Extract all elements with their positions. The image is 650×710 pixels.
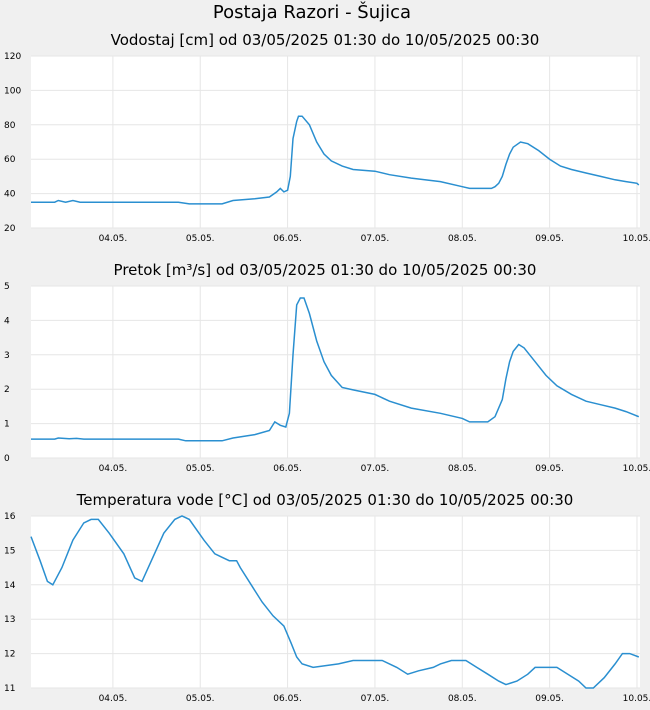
x-tick-label: 08.05.	[448, 234, 477, 244]
y-tick-label: 13	[4, 615, 15, 625]
x-tick-label: 09.05.	[535, 694, 564, 704]
y-tick-label: 80	[4, 121, 16, 131]
y-tick-label: 1	[4, 420, 10, 430]
y-tick-label: 3	[4, 351, 10, 361]
x-tick-label: 05.05.	[186, 694, 215, 704]
x-tick-label: 07.05.	[361, 234, 390, 244]
water-temperature-chart: Temperatura vode [°C] od 03/05/2025 01:3…	[4, 491, 650, 704]
y-tick-label: 100	[4, 86, 21, 96]
series-line	[31, 115, 640, 205]
y-tick-label: 0	[4, 454, 10, 464]
water-level-chart: Vodostaj [cm] od 03/05/2025 01:30 do 10/…	[4, 31, 650, 244]
plot-area	[31, 286, 640, 458]
x-tick-label: 07.05.	[361, 464, 390, 474]
x-tick-label: 09.05.	[535, 464, 564, 474]
page-title: Postaja Razori - Šujica	[212, 2, 412, 23]
x-tick-label: 04.05.	[99, 234, 128, 244]
series-line	[30, 515, 640, 689]
x-tick-label: 06.05.	[273, 694, 302, 704]
y-tick-label: 40	[4, 190, 16, 200]
x-tick-label: 08.05.	[448, 694, 477, 704]
x-tick-label: 10.05.	[623, 234, 650, 244]
x-tick-label: 06.05.	[273, 234, 302, 244]
chart-title: Vodostaj [cm] od 03/05/2025 01:30 do 10/…	[111, 31, 540, 49]
x-tick-label: 04.05.	[99, 464, 128, 474]
discharge-chart: Pretok [m³/s] od 03/05/2025 01:30 do 10/…	[4, 261, 650, 474]
chart-title: Temperatura vode [°C] od 03/05/2025 01:3…	[76, 491, 574, 509]
x-tick-label: 07.05.	[361, 694, 390, 704]
x-tick-label: 10.05.	[623, 464, 650, 474]
plot-area	[31, 516, 640, 688]
x-tick-label: 08.05.	[448, 464, 477, 474]
x-tick-label: 04.05.	[99, 694, 128, 704]
y-tick-label: 16	[4, 512, 16, 522]
y-tick-label: 120	[4, 52, 21, 62]
y-tick-label: 15	[4, 546, 15, 556]
x-tick-label: 10.05.	[623, 694, 650, 704]
y-tick-label: 14	[4, 581, 16, 591]
y-tick-label: 2	[4, 385, 10, 395]
x-tick-label: 06.05.	[273, 464, 302, 474]
y-tick-label: 4	[4, 316, 10, 326]
y-tick-label: 12	[4, 650, 15, 660]
y-tick-label: 11	[4, 684, 15, 694]
y-tick-label: 20	[4, 224, 16, 234]
y-tick-label: 5	[4, 282, 10, 292]
series-line	[31, 297, 640, 442]
plot-area	[31, 56, 640, 228]
chart-title: Pretok [m³/s] od 03/05/2025 01:30 do 10/…	[114, 261, 537, 279]
y-tick-label: 60	[4, 155, 16, 165]
x-tick-label: 05.05.	[186, 464, 215, 474]
x-tick-label: 09.05.	[535, 234, 564, 244]
x-tick-label: 05.05.	[186, 234, 215, 244]
